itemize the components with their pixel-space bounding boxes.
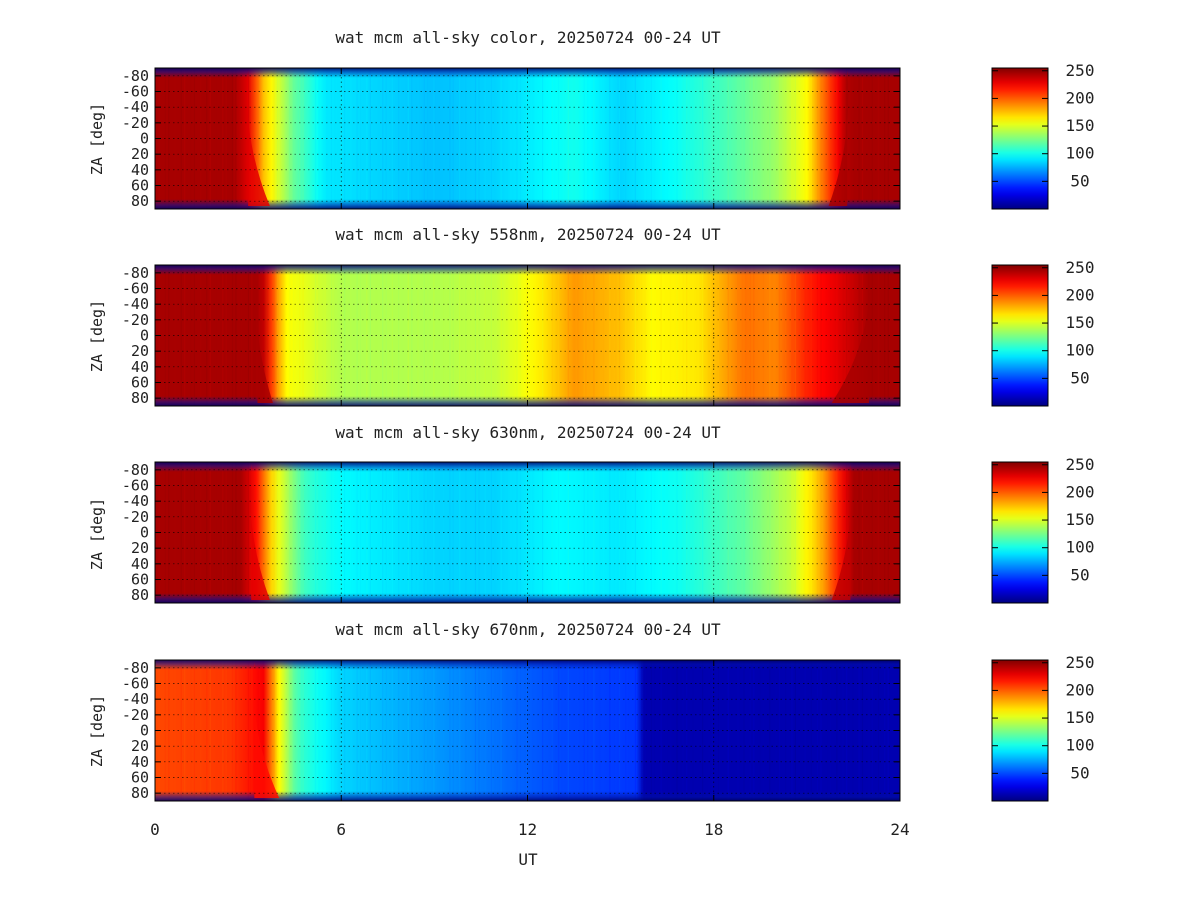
x-axis-label: UT [518, 850, 538, 869]
y-tick-label: 80 [131, 389, 149, 407]
y-tick-label: -40 [122, 690, 149, 708]
y-tick-label: -60 [122, 280, 149, 298]
y-tick-label: -60 [122, 477, 149, 495]
y-tick-label: 40 [131, 753, 149, 771]
y-tick-label: 80 [131, 192, 149, 210]
x-tick-label: 6 [336, 820, 346, 839]
colorbar-tick-label: 200 [1066, 285, 1095, 304]
y-axis-label: ZA [deg] [88, 695, 106, 767]
colorbar-tick-label: 100 [1066, 144, 1095, 163]
colorbar [991, 659, 1049, 802]
panel-title: wat mcm all-sky 670nm, 20250724 00-24 UT [335, 620, 721, 639]
dusk-limb-curve [253, 662, 280, 798]
colorbar [991, 67, 1049, 210]
dawn-limb-curve [831, 464, 852, 600]
colorbar-tick-label: 150 [1066, 313, 1095, 332]
y-tick-label: 20 [131, 342, 149, 360]
y-tick-label: 20 [131, 737, 149, 755]
y-tick-label: 40 [131, 358, 149, 376]
y-tick-label: 40 [131, 555, 149, 573]
dawn-limb-curve [831, 267, 870, 403]
colorbar-tick-label: 50 [1070, 368, 1089, 387]
horizon-shading [155, 68, 900, 209]
colorbar-tick-label: 200 [1066, 88, 1095, 107]
y-tick-label: -40 [122, 98, 149, 116]
colorbar-tick-label: 250 [1066, 61, 1095, 80]
y-tick-label: 80 [131, 586, 149, 604]
y-tick-label: 60 [131, 769, 149, 787]
panel-color: wat mcm all-sky color, 20250724 00-24 UT… [88, 28, 1094, 210]
x-tick-label: 24 [890, 820, 909, 839]
dusk-limb-curve [256, 267, 273, 403]
dusk-limb-curve [247, 70, 270, 206]
panel-558nm: wat mcm all-sky 558nm, 20250724 00-24 UT… [88, 225, 1094, 407]
panel-title: wat mcm all-sky color, 20250724 00-24 UT [335, 28, 721, 47]
y-tick-label: -20 [122, 706, 149, 724]
colorbar-tick-label: 150 [1066, 708, 1095, 727]
y-tick-label: 60 [131, 571, 149, 589]
colorbar-tick-label: 250 [1066, 653, 1095, 672]
colorbar [991, 461, 1049, 604]
y-tick-label: -80 [122, 461, 149, 479]
y-tick-label: -20 [122, 114, 149, 132]
y-tick-label: -60 [122, 83, 149, 101]
colorbar-tick-label: 150 [1066, 116, 1095, 135]
y-axis-label: ZA [deg] [88, 498, 106, 570]
colorbar-tick-label: 250 [1066, 455, 1095, 474]
y-tick-label: 40 [131, 161, 149, 179]
y-tick-label: 60 [131, 374, 149, 392]
y-tick-label: -40 [122, 492, 149, 510]
y-tick-label: -20 [122, 311, 149, 329]
colorbar-tick-label: 50 [1070, 171, 1089, 190]
y-tick-label: -20 [122, 508, 149, 526]
y-tick-label: 60 [131, 177, 149, 195]
panel-670nm: wat mcm all-sky 670nm, 20250724 00-24 UT… [88, 620, 1094, 869]
y-tick-label: 0 [140, 327, 149, 345]
dawn-limb-curve [828, 70, 849, 206]
panel-630nm: wat mcm all-sky 630nm, 20250724 00-24 UT… [88, 423, 1094, 604]
y-tick-label: 80 [131, 784, 149, 802]
colorbar-tick-label: 100 [1066, 341, 1095, 360]
y-tick-label: -60 [122, 675, 149, 693]
y-tick-label: 20 [131, 539, 149, 557]
y-tick-label: 20 [131, 145, 149, 163]
y-tick-label: 0 [140, 130, 149, 148]
colorbar-tick-label: 200 [1066, 482, 1095, 501]
colorbar-tick-label: 250 [1066, 258, 1095, 277]
colorbar-tick-label: 100 [1066, 736, 1095, 755]
colorbar-tick-label: 200 [1066, 680, 1095, 699]
colorbar-tick-label: 50 [1070, 763, 1089, 782]
y-tick-label: -80 [122, 659, 149, 677]
x-tick-label: 12 [518, 820, 537, 839]
y-tick-label: -80 [122, 67, 149, 85]
x-tick-label: 18 [704, 820, 723, 839]
panel-title: wat mcm all-sky 558nm, 20250724 00-24 UT [335, 225, 721, 244]
y-tick-label: 0 [140, 524, 149, 542]
dusk-limb-curve [250, 464, 270, 600]
panel-title: wat mcm all-sky 630nm, 20250724 00-24 UT [335, 423, 721, 442]
colorbar [991, 264, 1049, 407]
colorbar-tick-label: 100 [1066, 538, 1095, 557]
y-axis-label: ZA [deg] [88, 103, 106, 175]
horizon-shading [155, 462, 900, 603]
x-tick-label: 0 [150, 820, 160, 839]
y-axis-label: ZA [deg] [88, 300, 106, 372]
y-tick-label: 0 [140, 722, 149, 740]
y-tick-label: -40 [122, 295, 149, 313]
y-tick-label: -80 [122, 264, 149, 282]
colorbar-tick-label: 50 [1070, 565, 1089, 584]
colorbar-tick-label: 150 [1066, 510, 1095, 529]
